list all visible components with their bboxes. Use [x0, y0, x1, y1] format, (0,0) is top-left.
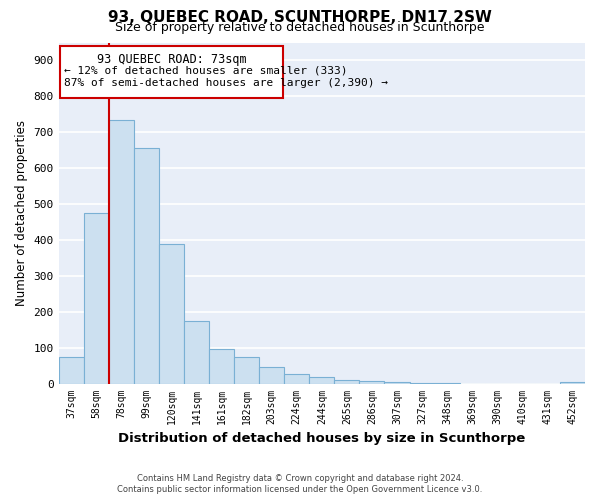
Text: Contains HM Land Registry data © Crown copyright and database right 2024.
Contai: Contains HM Land Registry data © Crown c… — [118, 474, 482, 494]
Bar — [234, 356, 259, 384]
Bar — [109, 120, 134, 384]
Text: ← 12% of detached houses are smaller (333): ← 12% of detached houses are smaller (33… — [64, 66, 347, 76]
Bar — [310, 377, 334, 384]
Text: Size of property relative to detached houses in Scunthorpe: Size of property relative to detached ho… — [115, 22, 485, 35]
Bar — [209, 348, 234, 384]
Bar — [259, 368, 284, 384]
Bar — [159, 244, 184, 384]
Bar — [334, 380, 359, 384]
Bar — [560, 382, 585, 384]
Y-axis label: Number of detached properties: Number of detached properties — [15, 120, 28, 306]
Bar — [385, 382, 410, 384]
Bar — [134, 148, 159, 384]
X-axis label: Distribution of detached houses by size in Scunthorpe: Distribution of detached houses by size … — [118, 432, 526, 445]
Bar — [410, 383, 434, 384]
Bar — [284, 374, 310, 384]
Text: 93 QUEBEC ROAD: 73sqm: 93 QUEBEC ROAD: 73sqm — [97, 52, 246, 66]
FancyBboxPatch shape — [60, 46, 283, 98]
Bar — [359, 381, 385, 384]
Text: 93, QUEBEC ROAD, SCUNTHORPE, DN17 2SW: 93, QUEBEC ROAD, SCUNTHORPE, DN17 2SW — [108, 10, 492, 25]
Text: 87% of semi-detached houses are larger (2,390) →: 87% of semi-detached houses are larger (… — [64, 78, 388, 88]
Bar — [59, 356, 84, 384]
Bar — [84, 213, 109, 384]
Bar — [184, 320, 209, 384]
